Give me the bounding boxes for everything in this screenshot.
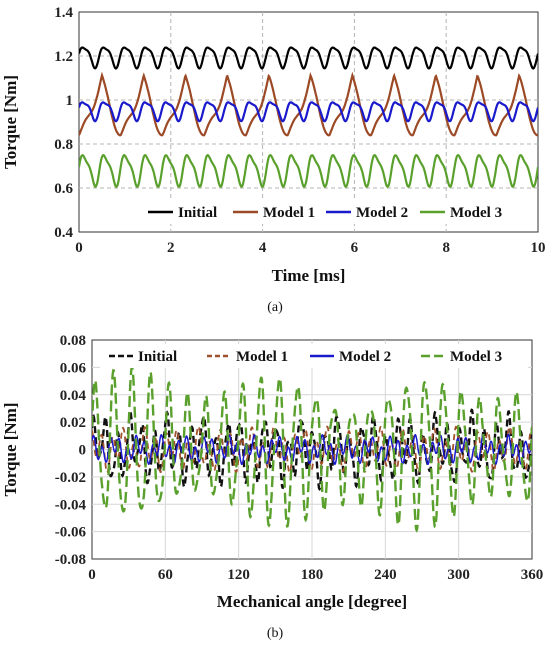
- x-tick-label: 0: [75, 240, 83, 256]
- y-tick-label: 0.06: [60, 360, 87, 376]
- legend: Initial Model 1 Model 2 Model 3: [100, 344, 528, 368]
- x-tick-label: 60: [158, 567, 173, 583]
- panel-caption: (b): [267, 626, 284, 641]
- y-tick-label: 0.02: [60, 415, 86, 431]
- series-line-initial: [92, 408, 532, 492]
- x-tick-label: 8: [442, 240, 450, 256]
- x-axis-title: Mechanical angle [degree]: [217, 592, 407, 611]
- legend-label: Model 3: [450, 205, 502, 221]
- legend-label: Model 1: [263, 205, 315, 221]
- chart-panel-b: 0 60 120 180 240 300 360 -0.08 -0.06 -0.04 -0.02 0 0…: [1, 333, 543, 641]
- y-tick-label: -0.02: [55, 470, 86, 486]
- y-tick-label: 0.8: [54, 137, 73, 153]
- y-tick-label: 0.4: [54, 225, 73, 241]
- y-tick-label: 0.04: [60, 388, 87, 404]
- y-axis-title: Torque [Nm]: [1, 403, 20, 497]
- series-line-model-3: [92, 364, 532, 533]
- y-tick-label: 1: [66, 93, 74, 109]
- legend-label: Model 1: [236, 349, 288, 365]
- panel-caption: (a): [267, 300, 283, 315]
- x-tick-label: 10: [531, 240, 546, 256]
- y-tick-label: -0.06: [55, 525, 87, 541]
- y-tick-label: -0.08: [55, 552, 86, 568]
- legend-label: Initial: [178, 205, 217, 221]
- y-tick-label: 1.4: [54, 5, 73, 21]
- x-tick-label: 4: [259, 240, 267, 256]
- x-tick-label: 0: [88, 567, 96, 583]
- legend-label: Initial: [138, 349, 177, 365]
- x-tick-label: 6: [351, 240, 359, 256]
- plot-area: [78, 11, 539, 233]
- x-tick-label: 300: [447, 567, 470, 583]
- legend-label: Model 3: [450, 349, 502, 365]
- series-line-model-1: [79, 71, 538, 137]
- y-axis-title: Torque [Nm]: [1, 75, 20, 169]
- chart-panel-a: 0 2 4 6 8 10 0.4 0.6 0.8 1 1.2 1.4 Time [ms] Torque […: [1, 5, 546, 315]
- legend: Initial Model 1 Model 2 Model 3: [144, 200, 531, 224]
- y-tick-label: 0.08: [60, 333, 86, 349]
- y-tick-label: 0.6: [54, 181, 73, 197]
- y-tick-label: 1.2: [54, 49, 73, 65]
- x-axis-title: Time [ms]: [272, 266, 346, 285]
- series-line-initial: [79, 46, 538, 70]
- legend-label: Model 2: [356, 205, 408, 221]
- y-tick-label: 0: [79, 443, 87, 459]
- series-line-model-2: [79, 101, 538, 123]
- x-tick-label: 120: [227, 567, 250, 583]
- y-tick-label: -0.04: [55, 497, 87, 513]
- series-line-model-2: [92, 433, 532, 466]
- x-tick-label: 2: [167, 240, 175, 256]
- series-line-model-3: [79, 153, 538, 189]
- legend-label: Model 2: [339, 349, 391, 365]
- x-tick-label: 240: [374, 567, 397, 583]
- x-tick-label: 180: [301, 567, 324, 583]
- x-tick-label: 360: [521, 567, 544, 583]
